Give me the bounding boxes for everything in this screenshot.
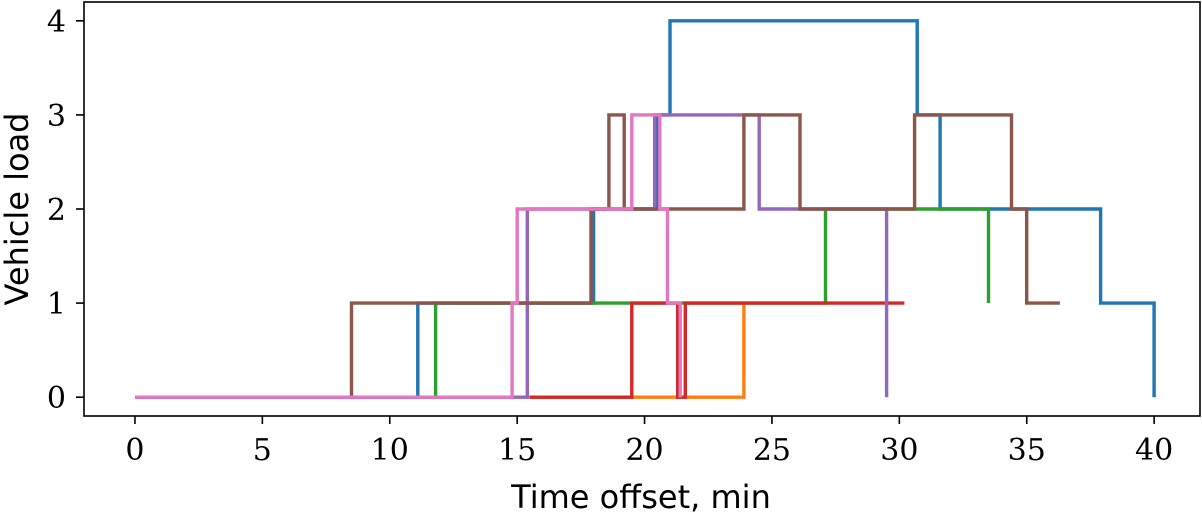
y-tick-label: 0 <box>47 381 66 416</box>
x-tick-label: 25 <box>753 433 791 468</box>
y-tick-label: 4 <box>47 5 66 40</box>
x-axis: 0 5 10 15 20 25 30 35 40 <box>125 416 1173 468</box>
x-tick-label: 5 <box>253 433 272 468</box>
x-tick-label: 0 <box>125 433 144 468</box>
y-tick-label: 3 <box>47 99 66 134</box>
plot-series-group <box>135 19 1156 399</box>
x-tick-label: 10 <box>371 433 409 468</box>
y-tick-label: 2 <box>47 193 66 228</box>
x-axis-label: Time offset, min <box>510 478 771 516</box>
x-tick-label: 40 <box>1135 433 1173 468</box>
series-line-6 <box>349 113 1060 398</box>
series-line-2 <box>135 303 746 399</box>
series-line-7 <box>135 113 682 399</box>
y-tick-label: 1 <box>47 287 66 322</box>
x-tick-label: 15 <box>498 433 536 468</box>
series-line-4 <box>529 301 905 399</box>
y-axis: 0 1 2 3 4 <box>47 5 84 416</box>
y-axis-label: Vehicle load <box>0 113 36 306</box>
x-tick-label: 30 <box>880 433 918 468</box>
x-tick-label: 20 <box>625 433 663 468</box>
x-tick-label: 35 <box>1008 433 1046 468</box>
